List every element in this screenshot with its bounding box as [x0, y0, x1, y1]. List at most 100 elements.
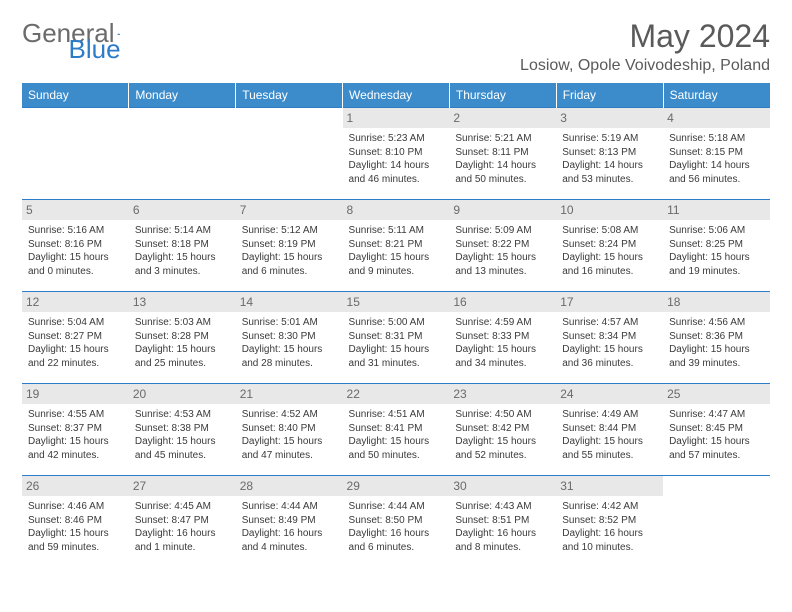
- day-info: Sunrise: 5:19 AMSunset: 8:13 PMDaylight:…: [562, 132, 657, 186]
- day-info: Sunrise: 4:56 AMSunset: 8:36 PMDaylight:…: [669, 316, 764, 370]
- day-number: 3: [556, 108, 663, 128]
- day-info: Sunrise: 5:12 AMSunset: 8:19 PMDaylight:…: [242, 224, 337, 278]
- day-info: Sunrise: 5:01 AMSunset: 8:30 PMDaylight:…: [242, 316, 337, 370]
- daylight-text: Daylight: 15 hours and 52 minutes.: [455, 435, 550, 462]
- sunrise-text: Sunrise: 5:00 AM: [349, 316, 444, 330]
- daylight-text: Daylight: 15 hours and 3 minutes.: [135, 251, 230, 278]
- sunset-text: Sunset: 8:13 PM: [562, 146, 657, 160]
- daylight-text: Daylight: 16 hours and 1 minute.: [135, 527, 230, 554]
- sunrise-text: Sunrise: 4:52 AM: [242, 408, 337, 422]
- daylight-text: Daylight: 15 hours and 9 minutes.: [349, 251, 444, 278]
- day-number: 4: [663, 108, 770, 128]
- sunrise-text: Sunrise: 5:11 AM: [349, 224, 444, 238]
- calendar-day-cell: 18Sunrise: 4:56 AMSunset: 8:36 PMDayligh…: [663, 292, 770, 384]
- day-info: Sunrise: 4:49 AMSunset: 8:44 PMDaylight:…: [562, 408, 657, 462]
- day-number: 12: [22, 292, 129, 312]
- day-info: Sunrise: 5:14 AMSunset: 8:18 PMDaylight:…: [135, 224, 230, 278]
- sunrise-text: Sunrise: 4:56 AM: [669, 316, 764, 330]
- daylight-text: Daylight: 15 hours and 55 minutes.: [562, 435, 657, 462]
- calendar-day-cell: 31Sunrise: 4:42 AMSunset: 8:52 PMDayligh…: [556, 476, 663, 568]
- sunset-text: Sunset: 8:45 PM: [669, 422, 764, 436]
- sunset-text: Sunset: 8:18 PM: [135, 238, 230, 252]
- sunset-text: Sunset: 8:15 PM: [669, 146, 764, 160]
- daylight-text: Daylight: 15 hours and 19 minutes.: [669, 251, 764, 278]
- weekday-header: Tuesday: [236, 83, 343, 108]
- day-number: 11: [663, 200, 770, 220]
- day-number: 19: [22, 384, 129, 404]
- title-block: May 2024 Losiow, Opole Voivodeship, Pola…: [520, 18, 770, 75]
- calendar-day-cell: [663, 476, 770, 568]
- sunrise-text: Sunrise: 5:16 AM: [28, 224, 123, 238]
- sunset-text: Sunset: 8:38 PM: [135, 422, 230, 436]
- sunset-text: Sunset: 8:40 PM: [242, 422, 337, 436]
- calendar-day-cell: 26Sunrise: 4:46 AMSunset: 8:46 PMDayligh…: [22, 476, 129, 568]
- sunset-text: Sunset: 8:46 PM: [28, 514, 123, 528]
- sunset-text: Sunset: 8:11 PM: [455, 146, 550, 160]
- day-number: 14: [236, 292, 343, 312]
- calendar-day-cell: 1Sunrise: 5:23 AMSunset: 8:10 PMDaylight…: [343, 108, 450, 200]
- daylight-text: Daylight: 16 hours and 8 minutes.: [455, 527, 550, 554]
- day-number: 10: [556, 200, 663, 220]
- day-number: 26: [22, 476, 129, 496]
- sunrise-text: Sunrise: 4:47 AM: [669, 408, 764, 422]
- sunset-text: Sunset: 8:37 PM: [28, 422, 123, 436]
- daylight-text: Daylight: 15 hours and 31 minutes.: [349, 343, 444, 370]
- sunset-text: Sunset: 8:50 PM: [349, 514, 444, 528]
- sunset-text: Sunset: 8:51 PM: [455, 514, 550, 528]
- sunset-text: Sunset: 8:52 PM: [562, 514, 657, 528]
- day-info: Sunrise: 5:11 AMSunset: 8:21 PMDaylight:…: [349, 224, 444, 278]
- calendar-day-cell: 27Sunrise: 4:45 AMSunset: 8:47 PMDayligh…: [129, 476, 236, 568]
- sunrise-text: Sunrise: 4:43 AM: [455, 500, 550, 514]
- calendar-day-cell: 3 Sunrise: 5:19 AMSunset: 8:13 PMDaylight…: [556, 108, 663, 200]
- sunrise-text: Sunrise: 4:55 AM: [28, 408, 123, 422]
- day-info: Sunrise: 5:04 AMSunset: 8:27 PMDaylight:…: [28, 316, 123, 370]
- daylight-text: Daylight: 15 hours and 28 minutes.: [242, 343, 337, 370]
- header-row: General Blue May 2024 Losiow, Opole Voiv…: [22, 18, 770, 75]
- daylight-text: Daylight: 15 hours and 42 minutes.: [28, 435, 123, 462]
- day-info: Sunrise: 4:43 AMSunset: 8:51 PMDaylight:…: [455, 500, 550, 554]
- logo: General Blue: [22, 18, 199, 49]
- day-info: Sunrise: 4:50 AMSunset: 8:42 PMDaylight:…: [455, 408, 550, 462]
- sunrise-text: Sunrise: 4:45 AM: [135, 500, 230, 514]
- sunrise-text: Sunrise: 4:53 AM: [135, 408, 230, 422]
- sunset-text: Sunset: 8:33 PM: [455, 330, 550, 344]
- day-number: 1: [343, 108, 450, 128]
- daylight-text: Daylight: 16 hours and 4 minutes.: [242, 527, 337, 554]
- day-info: Sunrise: 5:16 AMSunset: 8:16 PMDaylight:…: [28, 224, 123, 278]
- daylight-text: Daylight: 15 hours and 13 minutes.: [455, 251, 550, 278]
- location-text: Losiow, Opole Voivodeship, Poland: [520, 57, 770, 75]
- calendar-day-cell: 30Sunrise: 4:43 AMSunset: 8:51 PMDayligh…: [449, 476, 556, 568]
- day-info: Sunrise: 4:51 AMSunset: 8:41 PMDaylight:…: [349, 408, 444, 462]
- daylight-text: Daylight: 15 hours and 50 minutes.: [349, 435, 444, 462]
- sunset-text: Sunset: 8:47 PM: [135, 514, 230, 528]
- sunset-text: Sunset: 8:19 PM: [242, 238, 337, 252]
- day-info: Sunrise: 4:44 AMSunset: 8:50 PMDaylight:…: [349, 500, 444, 554]
- sunrise-text: Sunrise: 4:59 AM: [455, 316, 550, 330]
- calendar-day-cell: 2Sunrise: 5:21 AMSunset: 8:11 PMDaylight…: [449, 108, 556, 200]
- day-number: 16: [449, 292, 556, 312]
- daylight-text: Daylight: 15 hours and 6 minutes.: [242, 251, 337, 278]
- calendar-body: 1Sunrise: 5:23 AMSunset: 8:10 PMDaylight…: [22, 108, 770, 568]
- day-number: 29: [343, 476, 450, 496]
- day-info: Sunrise: 4:45 AMSunset: 8:47 PMDaylight:…: [135, 500, 230, 554]
- weekday-header: Wednesday: [343, 83, 450, 108]
- calendar-day-cell: 28Sunrise: 4:44 AMSunset: 8:49 PMDayligh…: [236, 476, 343, 568]
- daylight-text: Daylight: 14 hours and 46 minutes.: [349, 159, 444, 186]
- calendar-day-cell: 29 Sunrise: 4:44 AMSunset: 8:50 PMDayligh…: [343, 476, 450, 568]
- sunset-text: Sunset: 8:25 PM: [669, 238, 764, 252]
- calendar-day-cell: 14 Sunrise: 5:01 AMSunset: 8:30 PMDayligh…: [236, 292, 343, 384]
- day-number: 28: [236, 476, 343, 496]
- day-info: Sunrise: 4:55 AMSunset: 8:37 PMDaylight:…: [28, 408, 123, 462]
- daylight-text: Daylight: 15 hours and 47 minutes.: [242, 435, 337, 462]
- calendar-day-cell: 4Sunrise: 5:18 AMSunset: 8:15 PMDaylight…: [663, 108, 770, 200]
- day-number: 2: [449, 108, 556, 128]
- calendar-day-cell: 12 Sunrise: 5:04 AMSunset: 8:27 PMDayligh…: [22, 292, 129, 384]
- weekday-header: Sunday: [22, 83, 129, 108]
- day-number: 24: [556, 384, 663, 404]
- calendar-week-row: 26Sunrise: 4:46 AMSunset: 8:46 PMDayligh…: [22, 476, 770, 568]
- calendar-day-cell: 17Sunrise: 4:57 AMSunset: 8:34 PMDayligh…: [556, 292, 663, 384]
- day-number: 23: [449, 384, 556, 404]
- calendar-day-cell: 5Sunrise: 5:16 AMSunset: 8:16 PMDaylight…: [22, 200, 129, 292]
- sunset-text: Sunset: 8:49 PM: [242, 514, 337, 528]
- calendar-day-cell: 7Sunrise: 5:12 AMSunset: 8:19 PMDaylight…: [236, 200, 343, 292]
